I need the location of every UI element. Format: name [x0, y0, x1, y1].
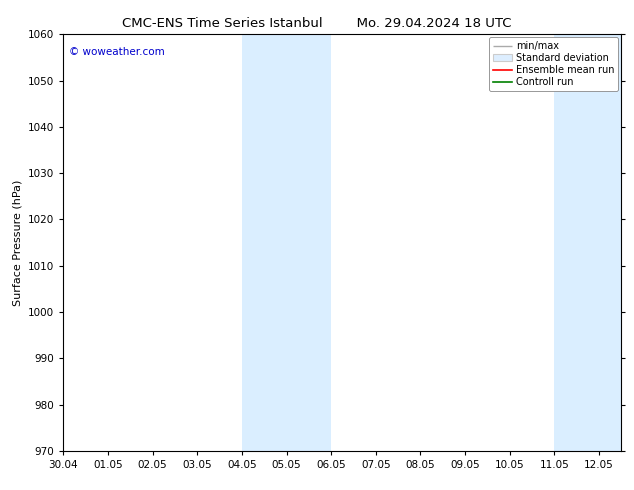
Legend: min/max, Standard deviation, Ensemble mean run, Controll run: min/max, Standard deviation, Ensemble me…	[489, 37, 618, 91]
Bar	[242, 34, 331, 451]
Text: CMC-ENS Time Series Istanbul        Mo. 29.04.2024 18 UTC: CMC-ENS Time Series Istanbul Mo. 29.04.2…	[122, 17, 512, 30]
Y-axis label: Surface Pressure (hPa): Surface Pressure (hPa)	[13, 179, 23, 306]
Text: © woweather.com: © woweather.com	[69, 47, 165, 57]
Bar	[554, 34, 621, 451]
